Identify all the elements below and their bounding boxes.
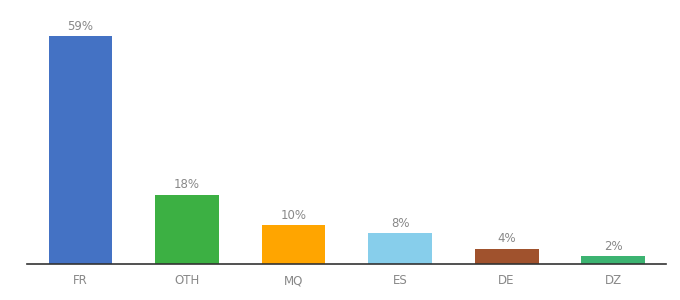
Bar xyxy=(262,225,326,264)
Text: 2%: 2% xyxy=(604,240,622,253)
Bar xyxy=(155,195,219,264)
Text: 4%: 4% xyxy=(497,232,516,245)
Bar xyxy=(368,233,432,264)
Text: 59%: 59% xyxy=(67,20,93,33)
Bar xyxy=(581,256,645,264)
Bar xyxy=(475,249,539,264)
Text: 8%: 8% xyxy=(391,217,409,230)
Text: 10%: 10% xyxy=(281,209,307,222)
Bar xyxy=(48,36,112,264)
Text: 18%: 18% xyxy=(174,178,200,191)
